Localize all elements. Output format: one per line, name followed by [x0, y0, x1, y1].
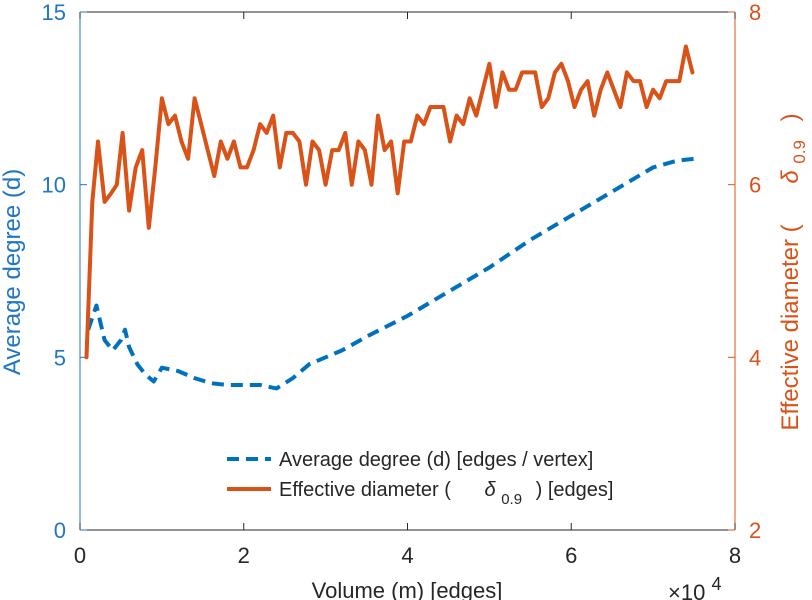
right-y-axis-label-symbol: δ — [777, 170, 804, 184]
legend-label-effective-diameter-close: ) [edges] — [536, 479, 614, 501]
left-y-tick-label: 15 — [42, 0, 66, 25]
x-tick-label: 2 — [238, 543, 250, 568]
series-line-average-degree — [86, 156, 695, 391]
x-tick-label: 8 — [729, 543, 741, 568]
x-axis-label: Volume (m) [edges] — [312, 578, 503, 600]
right-y-axis-label: Effective diameter ( δ 0.9 ) — [777, 113, 811, 430]
series-line-effective-diameter — [84, 44, 695, 360]
x-multiplier-exponent: 4 — [711, 574, 721, 594]
left-y-tick-label: 5 — [54, 345, 66, 370]
legend-label-average-degree: Average degree (d) [edges / vertex] — [279, 449, 593, 471]
right-y-tick-label: 2 — [749, 518, 761, 543]
right-y-axis-label-sub: 0.9 — [790, 140, 809, 164]
legend-label-effective-diameter: Effective diameter ( δ 0.9 ) [edges] — [279, 479, 613, 509]
left-y-axis: 0 5 10 15 — [42, 0, 87, 543]
x-axis: 0 2 4 6 8 — [74, 12, 741, 568]
left-y-axis-label: Average degree (d) — [0, 169, 26, 375]
x-multiplier: ×10 4 — [668, 574, 721, 600]
right-y-tick-label: 8 — [749, 0, 761, 25]
x-multiplier-base: ×10 — [668, 580, 705, 600]
right-y-axis-label-close: ) — [777, 113, 804, 121]
series-layer — [84, 44, 695, 391]
right-y-axis-label-main: Effective diameter ( — [777, 224, 804, 430]
legend-label-effective-diameter-symbol: δ — [485, 479, 497, 501]
legend-label-effective-diameter-sub: 0.9 — [501, 491, 522, 508]
right-y-tick-label: 6 — [749, 173, 761, 198]
left-y-tick-label: 10 — [42, 173, 66, 198]
right-y-tick-label: 4 — [749, 345, 761, 370]
x-tick-label: 4 — [401, 543, 413, 568]
x-tick-label: 6 — [565, 543, 577, 568]
left-y-tick-label: 0 — [54, 518, 66, 543]
x-tick-label: 0 — [74, 543, 86, 568]
right-y-axis: 2 4 6 8 — [728, 0, 761, 543]
legend-label-effective-diameter-main: Effective diameter ( — [279, 479, 451, 501]
legend: Average degree (d) [edges / vertex] Effe… — [227, 449, 613, 509]
